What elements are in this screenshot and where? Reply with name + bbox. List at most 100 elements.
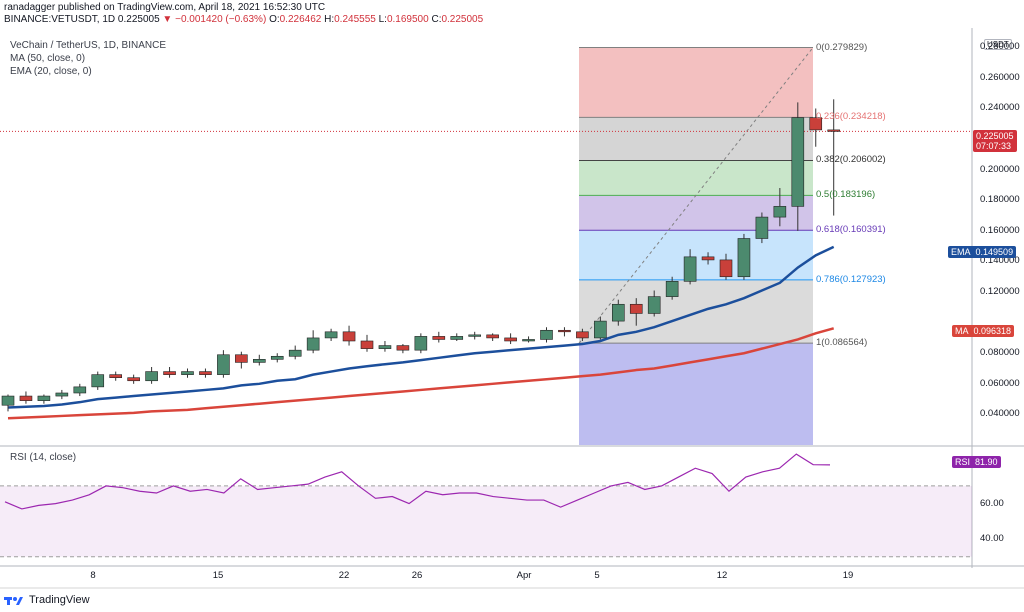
symbol-ohlc-line: BINANCE:VETUSDT, 1D 0.225005 ▼ −0.001420…: [4, 14, 483, 25]
rsi-line: [4, 453, 831, 510]
price-tick-label: 0.160000: [980, 224, 1020, 236]
rsi-band: [0, 485, 972, 557]
candle-body: [91, 374, 105, 388]
fib-level-label: 0.5(0.183196): [816, 189, 876, 201]
candle-body: [37, 395, 51, 401]
candle: [396, 344, 410, 354]
price-tick-label: 0.140000: [980, 255, 1020, 267]
candle-body: [145, 371, 158, 382]
fib-level-label: 0.236(0.234218): [816, 111, 886, 123]
time-tick-label: 22: [338, 570, 350, 581]
candle: [737, 233, 751, 280]
candle: [288, 345, 302, 360]
candle: [109, 371, 122, 381]
candle-body: [199, 371, 212, 375]
candle: [450, 333, 464, 341]
ema-tag-label: EMA: [951, 247, 971, 257]
ma-line: [7, 327, 835, 420]
candle-body: [432, 336, 446, 340]
rsi-tick-label: 60.00: [980, 497, 1004, 509]
tradingview-logo-icon: [4, 596, 23, 605]
candle-body: [73, 386, 87, 394]
candle-body: [270, 355, 284, 360]
candle: [414, 333, 428, 354]
candle-body: [19, 395, 33, 401]
candle: [1, 394, 15, 412]
fib-band-0: [579, 47, 813, 118]
candle-body: [576, 331, 589, 339]
candle-body: [181, 371, 194, 375]
candle-body: [450, 336, 464, 340]
last-price-tag-value: 0.225005: [976, 131, 1014, 141]
candle: [145, 366, 158, 384]
last-price-tag: 0.225005 07:07:33: [973, 130, 1017, 152]
close-label: C:: [431, 14, 442, 25]
price-tick-label: 0.060000: [980, 377, 1020, 389]
candle: [629, 298, 643, 326]
fib-band-0.236: [579, 117, 813, 161]
time-tick-label: 15: [212, 570, 224, 581]
ema-tag: EMA 0.149509: [948, 246, 1017, 258]
high-value: 0.245555: [334, 14, 376, 25]
candle: [37, 394, 51, 404]
candle-body: [288, 349, 302, 357]
fib-level-label: 0.786(0.127923): [816, 273, 886, 285]
candle: [755, 212, 769, 244]
high-label: H:: [324, 14, 335, 25]
price-tick-label: 0.240000: [980, 102, 1020, 114]
candle: [594, 316, 607, 340]
candle: [791, 102, 805, 231]
candle-body: [737, 238, 751, 278]
candle-body: [127, 377, 140, 382]
legend-ma: MA (50, close, 0): [10, 53, 86, 64]
rsi-tag-value: 81.90: [975, 457, 998, 467]
price-tick-label: 0.260000: [980, 71, 1020, 83]
candle: [306, 330, 320, 354]
rsi-tag-label: RSI: [955, 457, 971, 467]
candle-body: [109, 374, 122, 378]
candle: [773, 188, 787, 227]
candle-body: [486, 334, 499, 339]
price-tick-label: 0.040000: [980, 408, 1020, 420]
candle: [181, 368, 194, 378]
candle: [270, 353, 284, 363]
currency-badge[interactable]: USDT: [984, 39, 1012, 50]
candle: [73, 383, 87, 397]
candle-body: [719, 259, 733, 278]
candle-body: [396, 345, 410, 351]
candle-body: [522, 339, 535, 342]
candle: [235, 351, 248, 369]
candle-body: [468, 334, 482, 337]
candle: [486, 333, 499, 341]
legend-ema: EMA (20, close, 0): [10, 66, 92, 77]
last-price-tag-timer: 07:07:33: [976, 141, 1012, 151]
open-label: O:: [269, 14, 280, 25]
candle: [199, 368, 212, 378]
candle-body: [163, 371, 176, 375]
close-value: 0.225005: [441, 14, 484, 25]
candle-body: [342, 331, 356, 342]
time-tick-label: 8: [90, 570, 96, 581]
candle: [809, 108, 823, 147]
ema-line: [7, 245, 835, 409]
candle-body: [324, 331, 338, 339]
time-tick-label: 26: [411, 570, 423, 581]
candle: [576, 328, 589, 341]
footer-brand[interactable]: TradingView: [4, 594, 90, 606]
candle-body: [647, 296, 661, 314]
candle: [647, 290, 661, 317]
candle-body: [683, 256, 697, 282]
candle-body: [217, 354, 230, 375]
price-tick-label: 0.120000: [980, 286, 1020, 298]
price-tick-label: 0.180000: [980, 194, 1020, 206]
candle: [611, 299, 625, 326]
candle: [468, 331, 482, 340]
candle-body: [701, 256, 715, 261]
candle-body: [306, 337, 320, 351]
candle: [827, 99, 841, 216]
price-tick-label: 0.080000: [980, 347, 1020, 359]
fib-level-label: 0(0.279829): [816, 41, 868, 53]
candle: [91, 371, 105, 390]
candle: [360, 334, 374, 352]
